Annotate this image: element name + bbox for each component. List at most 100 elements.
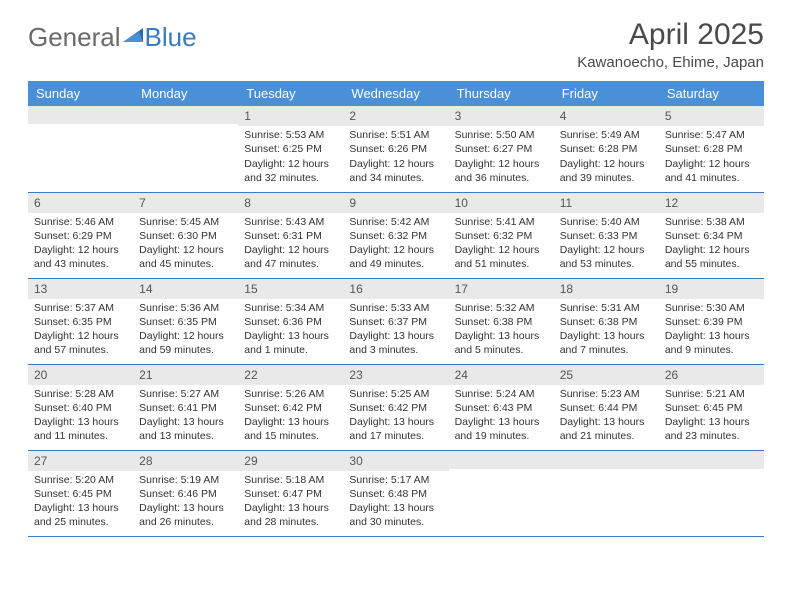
daylight-line: Daylight: 12 hours and 53 minutes. (560, 243, 653, 271)
calendar-day-cell: 3Sunrise: 5:50 AMSunset: 6:27 PMDaylight… (449, 106, 554, 192)
day-number: 5 (659, 106, 764, 126)
calendar-empty-cell (133, 106, 238, 192)
sunset-line: Sunset: 6:34 PM (665, 229, 758, 243)
calendar-day-cell: 29Sunrise: 5:18 AMSunset: 6:47 PMDayligh… (238, 450, 343, 536)
day-number: 12 (659, 193, 764, 213)
sunset-line: Sunset: 6:26 PM (349, 142, 442, 156)
sunrise-line: Sunrise: 5:20 AM (34, 473, 127, 487)
weekday-header: Thursday (449, 81, 554, 106)
sunrise-line: Sunrise: 5:26 AM (244, 387, 337, 401)
day-number: 20 (28, 365, 133, 385)
weekday-header: Tuesday (238, 81, 343, 106)
sunrise-line: Sunrise: 5:21 AM (665, 387, 758, 401)
weekday-header-row: SundayMondayTuesdayWednesdayThursdayFrid… (28, 81, 764, 106)
sunrise-line: Sunrise: 5:34 AM (244, 301, 337, 315)
day-number: 15 (238, 279, 343, 299)
logo-text-1: General (28, 22, 121, 53)
day-details: Sunrise: 5:34 AMSunset: 6:36 PMDaylight:… (238, 299, 343, 362)
sunrise-line: Sunrise: 5:49 AM (560, 128, 653, 142)
day-number: 30 (343, 451, 448, 471)
calendar-day-cell: 18Sunrise: 5:31 AMSunset: 6:38 PMDayligh… (554, 278, 659, 364)
day-number: 24 (449, 365, 554, 385)
day-details: Sunrise: 5:32 AMSunset: 6:38 PMDaylight:… (449, 299, 554, 362)
calendar-day-cell: 27Sunrise: 5:20 AMSunset: 6:45 PMDayligh… (28, 450, 133, 536)
sunrise-line: Sunrise: 5:19 AM (139, 473, 232, 487)
day-number: 27 (28, 451, 133, 471)
sunset-line: Sunset: 6:40 PM (34, 401, 127, 415)
day-number: 18 (554, 279, 659, 299)
weekday-header: Monday (133, 81, 238, 106)
calendar-day-cell: 22 Sunrise: 5:26 AMSunset: 6:42 PMDayligh… (238, 364, 343, 450)
sunrise-line: Sunrise: 5:47 AM (665, 128, 758, 142)
calendar-table: SundayMondayTuesdayWednesdayThursdayFrid… (28, 81, 764, 537)
day-details: Sunrise: 5:40 AMSunset: 6:33 PMDaylight:… (554, 213, 659, 276)
calendar-day-cell: 10Sunrise: 5:41 AMSunset: 6:32 PMDayligh… (449, 192, 554, 278)
sunrise-line: Sunrise: 5:17 AM (349, 473, 442, 487)
sunset-line: Sunset: 6:35 PM (34, 315, 127, 329)
day-number: 1 (238, 106, 343, 126)
daylight-line: Daylight: 12 hours and 57 minutes. (34, 329, 127, 357)
calendar-day-cell: 9Sunrise: 5:42 AMSunset: 6:32 PMDaylight… (343, 192, 448, 278)
day-details: Sunrise: 5:42 AMSunset: 6:32 PMDaylight:… (343, 213, 448, 276)
sunset-line: Sunset: 6:30 PM (139, 229, 232, 243)
day-details: Sunrise: 5:23 AMSunset: 6:44 PMDaylight:… (554, 385, 659, 448)
daylight-line: Daylight: 13 hours and 28 minutes. (244, 501, 337, 529)
page-title: April 2025 (577, 18, 764, 52)
daylight-line: Daylight: 12 hours and 32 minutes. (244, 157, 337, 185)
day-details: Sunrise: 5:27 AMSunset: 6:41 PMDaylight:… (133, 385, 238, 448)
daylight-line: Daylight: 13 hours and 1 minute. (244, 329, 337, 357)
day-number: 26 (659, 365, 764, 385)
calendar-day-cell: 16Sunrise: 5:33 AMSunset: 6:37 PMDayligh… (343, 278, 448, 364)
day-details: Sunrise: 5:17 AMSunset: 6:48 PMDaylight:… (343, 471, 448, 534)
calendar-day-cell: 13Sunrise: 5:37 AMSunset: 6:35 PMDayligh… (28, 278, 133, 364)
day-number: 6 (28, 193, 133, 213)
daylight-line: Daylight: 13 hours and 17 minutes. (349, 415, 442, 443)
sunset-line: Sunset: 6:42 PM (244, 401, 337, 415)
daylight-line: Daylight: 12 hours and 43 minutes. (34, 243, 127, 271)
daylight-line: Daylight: 12 hours and 47 minutes. (244, 243, 337, 271)
calendar-day-cell: 12Sunrise: 5:38 AMSunset: 6:34 PMDayligh… (659, 192, 764, 278)
day-number: 17 (449, 279, 554, 299)
calendar-day-cell: 15Sunrise: 5:34 AMSunset: 6:36 PMDayligh… (238, 278, 343, 364)
logo: General Blue (28, 22, 197, 53)
sunset-line: Sunset: 6:42 PM (349, 401, 442, 415)
day-details: Sunrise: 5:33 AMSunset: 6:37 PMDaylight:… (343, 299, 448, 362)
day-number: 21 (133, 365, 238, 385)
calendar-empty-cell (28, 106, 133, 192)
day-details: Sunrise: 5:37 AMSunset: 6:35 PMDaylight:… (28, 299, 133, 362)
logo-triangle-icon (123, 20, 145, 51)
day-details: Sunrise: 5:28 AMSunset: 6:40 PMDaylight:… (28, 385, 133, 448)
day-details: Sunrise: 5:31 AMSunset: 6:38 PMDaylight:… (554, 299, 659, 362)
sunset-line: Sunset: 6:27 PM (455, 142, 548, 156)
calendar-week-row: 27Sunrise: 5:20 AMSunset: 6:45 PMDayligh… (28, 450, 764, 536)
sunrise-line: Sunrise: 5:32 AM (455, 301, 548, 315)
calendar-empty-cell (449, 450, 554, 536)
day-details: Sunrise: 5:25 AMSunset: 6:42 PMDaylight:… (343, 385, 448, 448)
day-details: Sunrise: 5:51 AMSunset: 6:26 PMDaylight:… (343, 126, 448, 189)
day-details: Sunrise: 5:49 AMSunset: 6:28 PMDaylight:… (554, 126, 659, 189)
calendar-day-cell: 6Sunrise: 5:46 AMSunset: 6:29 PMDaylight… (28, 192, 133, 278)
daylight-line: Daylight: 12 hours and 45 minutes. (139, 243, 232, 271)
daylight-line: Daylight: 13 hours and 19 minutes. (455, 415, 548, 443)
sunset-line: Sunset: 6:35 PM (139, 315, 232, 329)
sunset-line: Sunset: 6:37 PM (349, 315, 442, 329)
sunrise-line: Sunrise: 5:53 AM (244, 128, 337, 142)
calendar-week-row: 6Sunrise: 5:46 AMSunset: 6:29 PMDaylight… (28, 192, 764, 278)
calendar-day-cell: 25Sunrise: 5:23 AMSunset: 6:44 PMDayligh… (554, 364, 659, 450)
weekday-header: Friday (554, 81, 659, 106)
day-number: 2 (343, 106, 448, 126)
day-number: 16 (343, 279, 448, 299)
daylight-line: Daylight: 13 hours and 15 minutes. (244, 415, 337, 443)
calendar-day-cell: 17Sunrise: 5:32 AMSunset: 6:38 PMDayligh… (449, 278, 554, 364)
sunrise-line: Sunrise: 5:43 AM (244, 215, 337, 229)
sunset-line: Sunset: 6:44 PM (560, 401, 653, 415)
daylight-line: Daylight: 12 hours and 34 minutes. (349, 157, 442, 185)
sunrise-line: Sunrise: 5:50 AM (455, 128, 548, 142)
day-number: 22 (238, 365, 343, 385)
day-number: 29 (238, 451, 343, 471)
calendar-day-cell: 20Sunrise: 5:28 AMSunset: 6:40 PMDayligh… (28, 364, 133, 450)
day-details: Sunrise: 5:45 AMSunset: 6:30 PMDaylight:… (133, 213, 238, 276)
daylight-line: Daylight: 13 hours and 11 minutes. (34, 415, 127, 443)
calendar-day-cell: 8Sunrise: 5:43 AMSunset: 6:31 PMDaylight… (238, 192, 343, 278)
sunrise-line: Sunrise: 5:45 AM (139, 215, 232, 229)
